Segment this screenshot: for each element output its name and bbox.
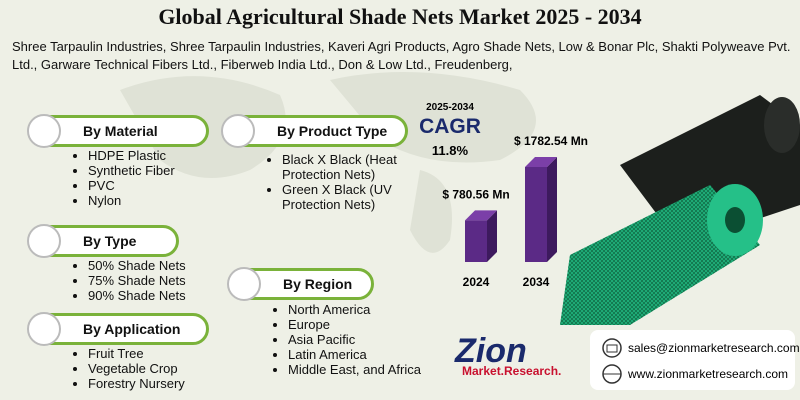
segment-list: Black X Black (Heat Protection Nets)Gree… (264, 152, 432, 212)
bar-year: 2024 (463, 275, 490, 289)
email: sales@zionmarketresearch.com (628, 341, 800, 355)
segment-list: 50% Shade Nets75% Shade Nets90% Shade Ne… (70, 258, 288, 303)
bar-side (487, 210, 497, 262)
segment-item: Synthetic Fiber (88, 163, 288, 178)
bar (465, 220, 487, 262)
bar-value-label: $ 780.56 Mn (442, 187, 509, 201)
cagr-label: CAGR (420, 115, 481, 138)
segment-icon (221, 114, 255, 148)
segment-item: Vegetable Crop (88, 361, 288, 376)
segment-item: Middle East, and Africa (288, 362, 488, 377)
segment-item: Forestry Nursery (88, 376, 288, 391)
shade-net-rolls (560, 95, 800, 325)
segment-pill: By Type (27, 224, 179, 258)
segment-item: 75% Shade Nets (88, 273, 288, 288)
segment-item: Asia Pacific (288, 332, 488, 347)
contact-box: sales@zionmarketresearch.com www.zionmar… (590, 330, 800, 390)
segment-title: By Region (283, 276, 353, 292)
cagr-value: 11.8% (432, 143, 469, 158)
bar-year: 2034 (523, 275, 550, 289)
companies: Shree Tarpaulin Industries, Shree Tarpau… (12, 39, 791, 72)
bar (525, 167, 547, 262)
brand-sub: Market.Research. (462, 364, 562, 378)
segment-pill: By Product Type (221, 114, 408, 148)
segment-title: By Application (83, 321, 181, 337)
title: Global Agricultural Shade Nets Market 20… (158, 4, 642, 29)
segment-item: PVC (88, 178, 288, 193)
segment-pill: By Application (27, 312, 209, 346)
segment-item: 50% Shade Nets (88, 258, 288, 273)
segment-item: Nylon (88, 193, 288, 208)
segment-pill: By Material (27, 114, 209, 148)
segment-title: By Product Type (277, 123, 388, 139)
segment-icon (27, 224, 61, 258)
bar-top (525, 157, 557, 167)
segment-item: HDPE Plastic (88, 148, 288, 163)
segment-list: HDPE PlasticSynthetic FiberPVCNylon (70, 148, 288, 208)
segment-item: Black X Black (Heat Protection Nets) (282, 152, 432, 182)
segment-item: Fruit Tree (88, 346, 288, 361)
segment-item: 90% Shade Nets (88, 288, 288, 303)
bar-value-label: $ 1782.54 Mn (514, 134, 588, 148)
segment-icon (227, 267, 261, 301)
segment-item: Green X Black (UV Protection Nets) (282, 182, 432, 212)
segment-item: Europe (288, 317, 488, 332)
segment-title: By Type (83, 233, 137, 249)
bar-side (547, 157, 557, 262)
segment-title: By Material (83, 123, 158, 139)
contact-icons (602, 338, 622, 384)
market-chart: 2025-2034 CAGR 11.8% $ 780.56 Mn 2024 $ 17… (420, 102, 588, 289)
segment-item: North America (288, 302, 488, 317)
segment-item: Latin America (288, 347, 488, 362)
brand-name: Zion (455, 332, 527, 370)
segment-pill: By Region (227, 267, 374, 301)
bar-top (465, 210, 497, 221)
segment-list: Fruit TreeVegetable CropForestry Nursery (70, 346, 288, 391)
cagr-period: 2025-2034 (426, 102, 474, 113)
segment-icon (27, 114, 61, 148)
segment-icon (27, 312, 61, 346)
segment-list: North AmericaEuropeAsia PacificLatin Ame… (270, 302, 488, 377)
website: www.zionmarketresearch.com (628, 367, 789, 381)
